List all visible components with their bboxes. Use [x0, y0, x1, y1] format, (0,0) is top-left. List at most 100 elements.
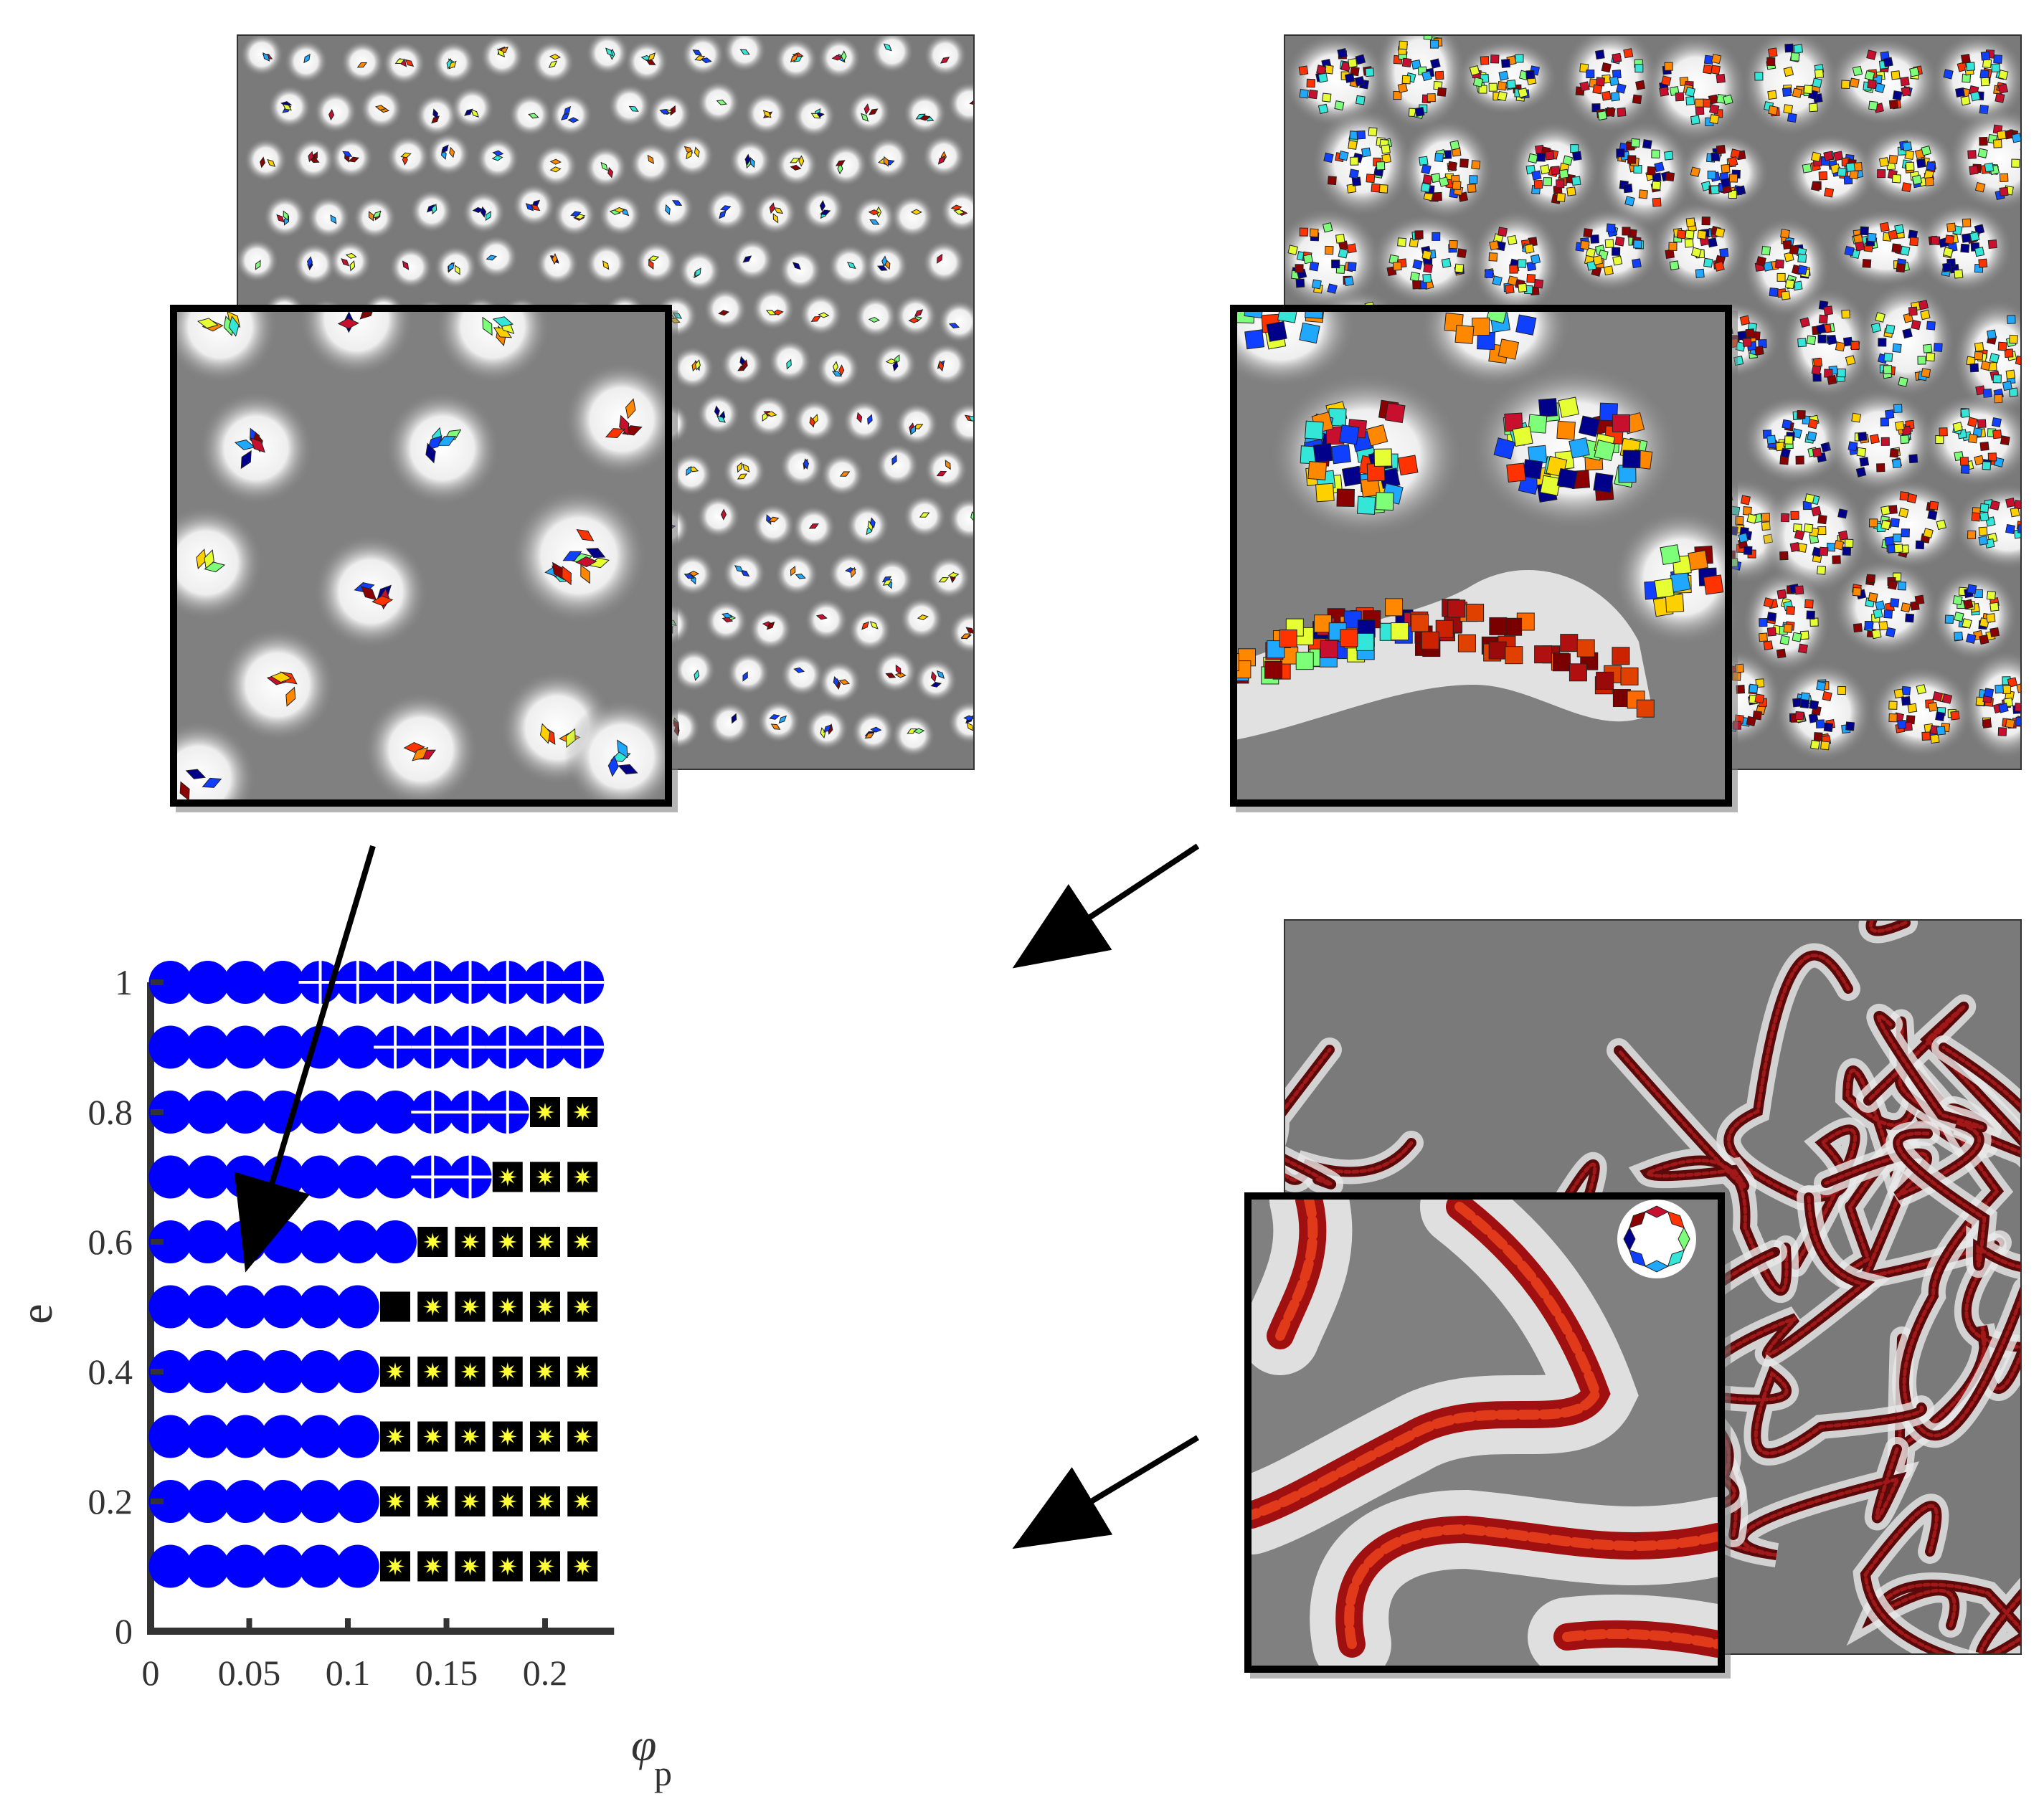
circle-marker: [148, 1480, 192, 1523]
data-point: [374, 1155, 417, 1199]
x-tick-label: 0: [142, 1653, 160, 1693]
y-axis-label: e: [11, 1304, 62, 1324]
circle-marker: [261, 1544, 305, 1588]
circle-marker: [186, 1285, 230, 1329]
circle-marker: [186, 1091, 230, 1134]
circle-marker: [374, 1220, 417, 1263]
data-point: [530, 1551, 560, 1582]
data-point: [148, 961, 192, 1004]
star-marker: [498, 1233, 517, 1251]
data-point: [261, 1415, 305, 1458]
data-point: [524, 961, 567, 1004]
star-marker: [423, 1492, 443, 1511]
star-marker: [498, 1557, 517, 1576]
circle-marker: [298, 1544, 342, 1588]
star-marker: [573, 1362, 592, 1381]
circle-marker: [374, 1155, 417, 1199]
star-marker: [386, 1492, 404, 1511]
inset-top-right: [1230, 305, 1732, 807]
circle-marker: [224, 1350, 267, 1393]
circle-marker: [186, 1544, 230, 1588]
circle-marker: [224, 1415, 267, 1458]
circle-marker: [148, 1544, 192, 1588]
data-point: [530, 1421, 560, 1452]
data-point: [411, 1091, 455, 1134]
star-marker: [536, 1233, 554, 1251]
star-marker: [536, 1167, 554, 1187]
circle-marker: [186, 1415, 230, 1458]
data-point: [261, 1091, 305, 1134]
data-point: [186, 1220, 230, 1263]
circle-marker: [298, 1285, 342, 1329]
y-tick-label: 0: [115, 1611, 133, 1651]
circle-marker: [336, 1285, 379, 1329]
data-point: [261, 1155, 305, 1199]
data-point: [298, 1155, 342, 1199]
data-point: [380, 1291, 410, 1322]
y-tick-label: 0.4: [88, 1352, 133, 1392]
star-marker: [536, 1297, 554, 1316]
data-point: [417, 1357, 448, 1387]
data-point: [224, 1220, 267, 1263]
data-point: [417, 1291, 448, 1322]
data-point: [261, 1350, 305, 1393]
data-point: [224, 1091, 267, 1134]
star-marker: [460, 1233, 480, 1251]
star-marker: [498, 1362, 517, 1381]
chart-markers: [148, 961, 605, 1588]
circle-marker: [298, 1220, 342, 1263]
data-point: [186, 1415, 230, 1458]
data-point: [492, 1357, 523, 1387]
inset-top-left-image: [177, 312, 665, 799]
data-point: [148, 1155, 192, 1199]
star-marker: [573, 1427, 592, 1446]
circle-marker: [298, 1350, 342, 1393]
circle-marker: [298, 1025, 342, 1069]
circle-marker: [148, 1220, 192, 1263]
circle-marker: [336, 1480, 379, 1523]
data-point: [455, 1421, 486, 1452]
data-point: [486, 1025, 529, 1069]
x-tick-label: 0.1: [326, 1653, 371, 1693]
data-point: [455, 1486, 486, 1516]
circle-marker: [298, 1155, 342, 1199]
data-point: [298, 1350, 342, 1393]
data-point: [530, 1486, 560, 1516]
circle-marker: [148, 1091, 192, 1134]
data-point: [148, 1480, 192, 1523]
data-point: [380, 1421, 410, 1452]
data-point: [567, 1357, 598, 1387]
circle-marker: [261, 1025, 305, 1069]
data-point: [224, 1350, 267, 1393]
data-point: [148, 1415, 192, 1458]
data-point: [186, 1091, 230, 1134]
data-point: [261, 1480, 305, 1523]
data-point: [336, 1285, 379, 1329]
data-point: [448, 961, 492, 1004]
x-axis-label-subscript: p: [654, 1753, 672, 1793]
data-point: [224, 1544, 267, 1588]
star-marker: [498, 1167, 517, 1187]
star-marker: [536, 1103, 554, 1121]
x-tick-label: 0.15: [415, 1653, 478, 1693]
data-point: [567, 1227, 598, 1257]
star-marker: [423, 1362, 443, 1381]
data-point: [417, 1421, 448, 1452]
y-tick-label: 1: [115, 962, 133, 1002]
data-point: [336, 1350, 379, 1393]
circle-marker: [148, 1025, 192, 1069]
x-axis-label: φ: [631, 1719, 656, 1770]
data-point: [492, 1551, 523, 1582]
data-point: [336, 1480, 379, 1523]
data-point: [530, 1097, 560, 1127]
circle-marker: [186, 961, 230, 1004]
data-point: [448, 1025, 492, 1069]
circle-marker: [148, 1285, 192, 1329]
data-point: [148, 1091, 192, 1134]
data-point: [261, 961, 305, 1004]
data-point: [411, 961, 455, 1004]
y-tick-label: 0.2: [88, 1481, 133, 1521]
phase-diagram-chart: 0 0.05 0.1 0.15 0.2 0 0.2 0.4 0.6 0.8 1 e φ p: [11, 961, 672, 1793]
data-point: [298, 961, 342, 1004]
circle-marker: [261, 1220, 305, 1263]
